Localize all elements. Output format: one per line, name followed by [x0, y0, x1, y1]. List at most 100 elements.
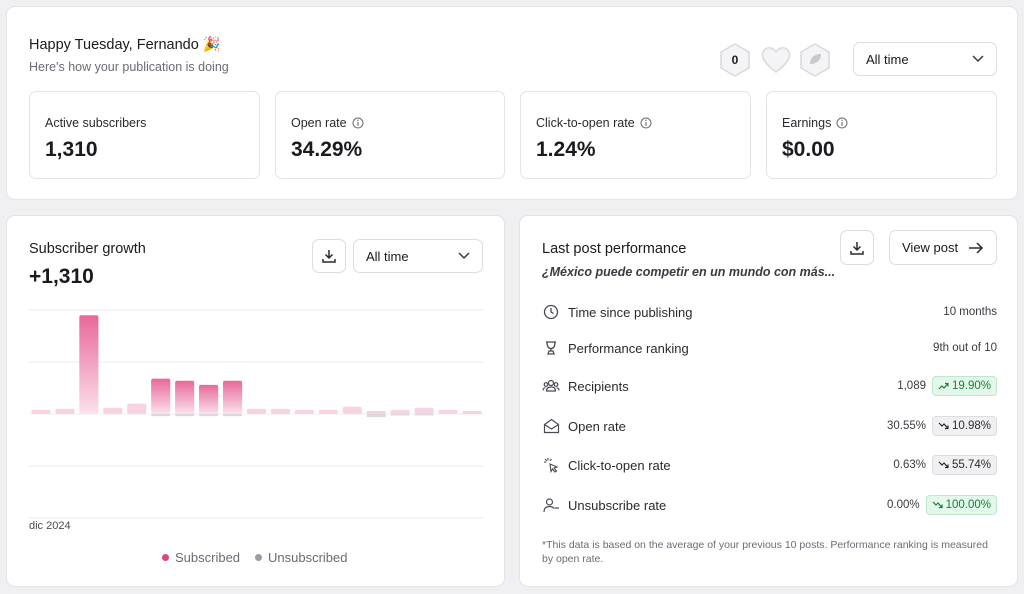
stat-label: Unsubscribe rate [568, 497, 667, 513]
subscribed-bar[interactable] [246, 408, 267, 414]
heart-icon[interactable] [759, 43, 791, 77]
greeting-subtitle: Here's how your publication is doing [29, 60, 229, 74]
stat-row-performance-ranking: Performance ranking 9th out of 10 [542, 336, 997, 360]
overview-card: Happy Tuesday, Fernando 🎉 Here's how you… [6, 6, 1018, 200]
stat-label: Recipients [568, 378, 629, 394]
chip-value: 19.90% [951, 380, 991, 392]
stat-value: 10 months [943, 306, 997, 318]
stat-row-time-since-publishing: Time since publishing 10 months [542, 300, 997, 324]
last-post-title: Last post performance [542, 241, 687, 257]
subscribed-bar[interactable] [414, 407, 434, 414]
subscribed-bar[interactable] [462, 410, 482, 414]
subscribed-bar[interactable] [31, 409, 51, 414]
chevron-down-icon [972, 55, 984, 63]
view-post-button[interactable]: View post [889, 230, 997, 265]
metric-label: Open rate [291, 116, 347, 130]
x-axis-label: dic 2024 [29, 520, 71, 532]
subscribed-bar[interactable] [151, 378, 171, 414]
stat-label: Open rate [568, 418, 626, 434]
info-icon[interactable] [352, 117, 364, 129]
trend-down-icon [938, 461, 949, 469]
chevron-down-icon [458, 252, 470, 260]
stat-label: Performance ranking [568, 340, 689, 356]
stat-value: 0.63% [893, 459, 926, 471]
chip-value: 55.74% [951, 459, 991, 471]
download-icon [322, 250, 336, 263]
trend-up-icon [938, 382, 949, 390]
trophy-icon [542, 339, 560, 357]
metric-value: $0.00 [782, 138, 835, 161]
legend-unsubscribed[interactable]: Unsubscribed [255, 550, 348, 565]
info-icon[interactable] [836, 117, 848, 129]
chip-value: 10.98% [951, 420, 991, 432]
period-select[interactable]: All time [853, 42, 997, 76]
legend-subscribed[interactable]: Subscribed [162, 550, 240, 565]
stat-row-unsubscribe-rate: Unsubscribe rate 0.00% 100.00% [542, 493, 997, 517]
stat-row-click-to-open-rate: Click-to-open rate 0.63% 55.74% [542, 453, 997, 477]
subscribed-bar[interactable] [103, 407, 123, 414]
streak-badge[interactable]: 0 [719, 43, 751, 77]
greeting-title: Happy Tuesday, Fernando 🎉 [29, 37, 221, 53]
stat-row-open-rate: Open rate 30.55% 10.98% [542, 414, 997, 438]
download-button[interactable] [840, 230, 874, 265]
subscribed-bar[interactable] [438, 409, 458, 414]
stat-value: 9th out of 10 [933, 342, 997, 354]
last-post-performance-card: Last post performance ¿México puede comp… [519, 215, 1018, 587]
stat-value: 0.00% [886, 499, 920, 511]
trend-down-good-chip: 100.00% [925, 495, 997, 515]
metric-value: 1,310 [45, 138, 98, 161]
subscribed-bar[interactable] [366, 410, 386, 414]
stat-row-recipients: Recipients 1,089 19.90% [542, 374, 997, 398]
trend-up-chip: 19.90% [931, 376, 997, 396]
subscribed-bar[interactable] [270, 408, 291, 414]
metric-label: Click-to-open rate [536, 116, 635, 130]
cursor-click-icon [542, 456, 560, 474]
users-icon [542, 377, 560, 395]
metric-value: 1.24% [536, 138, 596, 161]
subscribed-bar[interactable] [342, 406, 362, 414]
metric-value: 34.29% [291, 138, 363, 161]
download-icon [850, 241, 864, 255]
unsubscribed-bar[interactable] [390, 414, 410, 416]
trend-down-icon [938, 422, 949, 430]
subscribed-bar[interactable] [127, 403, 147, 414]
unsubscribed-bar[interactable] [414, 414, 434, 416]
user-minus-icon [542, 496, 560, 514]
subscribed-bar[interactable] [79, 315, 99, 414]
view-post-label: View post [902, 240, 959, 255]
chip-value: 100.00% [945, 499, 991, 511]
legend-label: Unsubscribed [268, 550, 348, 565]
unsubscribed-bar[interactable] [175, 414, 195, 417]
metric-open-rate: Open rate 34.29% [275, 91, 505, 179]
subscribed-bar[interactable] [390, 409, 410, 414]
trend-down-icon [932, 501, 943, 509]
subscribed-bar[interactable] [222, 380, 243, 414]
unsubscribed-bar[interactable] [366, 414, 386, 418]
stat-label: Click-to-open rate [568, 457, 671, 473]
metric-click-to-open-rate: Click-to-open rate 1.24% [520, 91, 751, 179]
stat-label: Time since publishing [568, 304, 693, 320]
post-name[interactable]: ¿México puede competir en un mundo con m… [542, 265, 836, 279]
subscribed-dot [162, 554, 169, 561]
info-icon[interactable] [640, 117, 652, 129]
legend-label: Subscribed [175, 550, 241, 565]
growth-title: Subscriber growth [29, 241, 146, 257]
subscribed-bar[interactable] [318, 409, 338, 414]
subscribed-bar[interactable] [55, 408, 75, 414]
metric-earnings: Earnings $0.00 [766, 91, 997, 179]
envelope-open-icon [542, 417, 560, 435]
subscribed-bar[interactable] [199, 384, 219, 414]
unsubscribed-bar[interactable] [199, 414, 219, 417]
unsubscribed-bar[interactable] [151, 414, 171, 417]
metric-label: Earnings [782, 116, 832, 130]
leaf-badge-icon[interactable] [799, 43, 831, 77]
growth-period-select[interactable]: All time [353, 239, 483, 273]
unsubscribed-bar[interactable] [222, 414, 243, 417]
subscriber-growth-card: Subscriber growth +1,310 All time dic 20… [6, 215, 505, 587]
metric-label: Active subscribers [45, 116, 147, 130]
period-select-value: All time [866, 51, 909, 67]
download-button[interactable] [312, 239, 346, 273]
subscribed-bar[interactable] [175, 380, 195, 414]
subscribed-bar[interactable] [294, 409, 314, 414]
subscriber-growth-chart [29, 309, 484, 519]
